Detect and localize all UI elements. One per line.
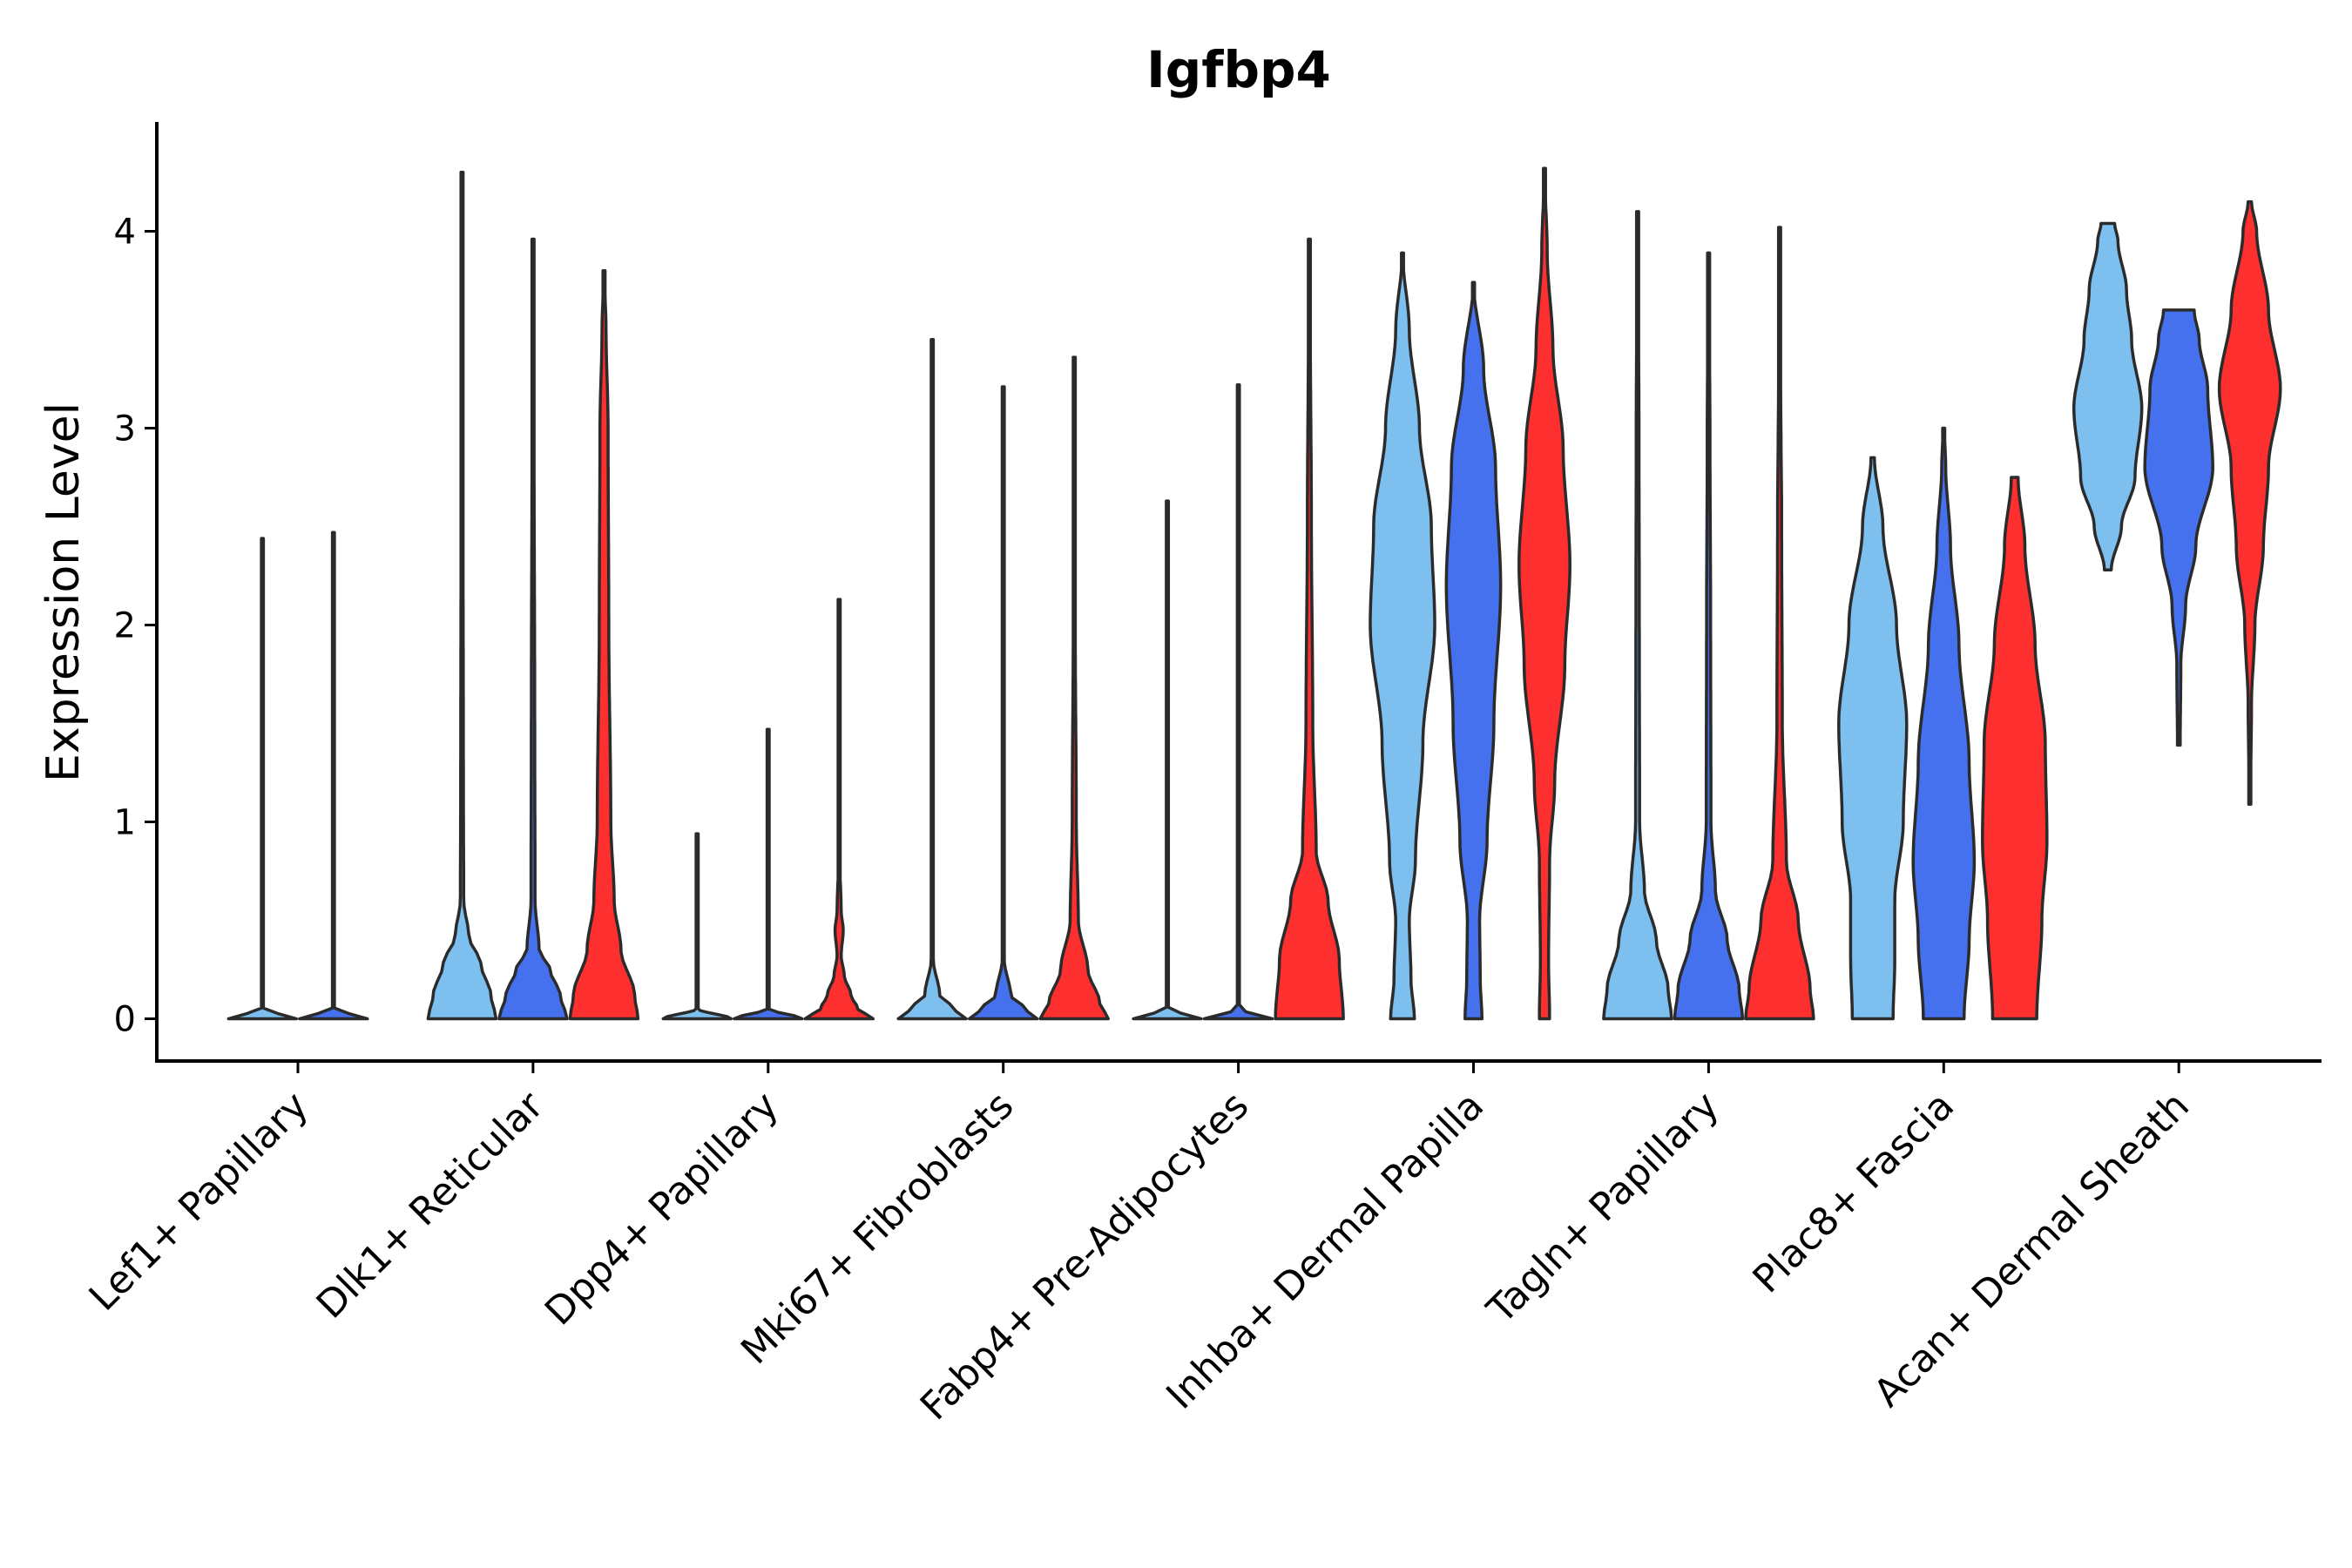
y-tick-label: 2 xyxy=(114,606,136,646)
y-ticks: 0 1 2 3 4 xyxy=(114,213,157,1040)
violin-9-2 xyxy=(2143,308,2214,747)
violin-3-3 xyxy=(803,598,875,1021)
violin-7-2 xyxy=(1673,251,1745,1021)
violin-3-1 xyxy=(661,832,733,1021)
violin-1-1 xyxy=(226,537,299,1021)
x-tick-label: Plac8+ Fascia xyxy=(1745,1084,1963,1302)
y-axis-label: Expression Level xyxy=(37,402,90,782)
y-tick-label: 3 xyxy=(114,409,136,449)
violin-7-1 xyxy=(1602,210,1673,1021)
violin-6-1 xyxy=(1369,251,1436,1021)
violin-4-1 xyxy=(896,338,968,1021)
violin-4-2 xyxy=(967,385,1039,1021)
x-tick-label: Dpp4+ Papillary xyxy=(537,1084,787,1335)
violin-6-2 xyxy=(1444,280,1503,1021)
y-tick-label: 4 xyxy=(114,213,136,253)
violin-2-2 xyxy=(497,237,569,1021)
violin-9-1 xyxy=(2072,221,2144,571)
chart-title: Igfbp4 xyxy=(1146,40,1331,99)
violin-5-2 xyxy=(1202,383,1274,1021)
violin-9-3 xyxy=(2217,199,2282,806)
violin-2-3 xyxy=(568,268,640,1021)
y-tick-label: 1 xyxy=(114,803,136,843)
violin-7-3 xyxy=(1744,226,1815,1021)
violin-5-1 xyxy=(1132,499,1203,1021)
x-tick-label: Tagln+ Papillary xyxy=(1478,1084,1727,1333)
violin-8-3 xyxy=(1981,476,2049,1021)
violin-2-1 xyxy=(426,170,498,1021)
violins-layer xyxy=(226,166,2282,1021)
violin-1-2 xyxy=(298,531,369,1021)
violin-8-1 xyxy=(1837,456,1909,1021)
violin-4-3 xyxy=(1038,355,1110,1021)
violin-3-2 xyxy=(733,727,804,1021)
y-tick-label: 0 xyxy=(114,1000,136,1040)
violin-5-3 xyxy=(1274,237,1345,1021)
x-tick-label: Lef1+ Papillary xyxy=(81,1084,317,1320)
x-tick-label: Dlk1+ Reticular xyxy=(308,1083,553,1328)
violin-8-2 xyxy=(1911,426,1977,1021)
violin-6-3 xyxy=(1517,166,1571,1021)
